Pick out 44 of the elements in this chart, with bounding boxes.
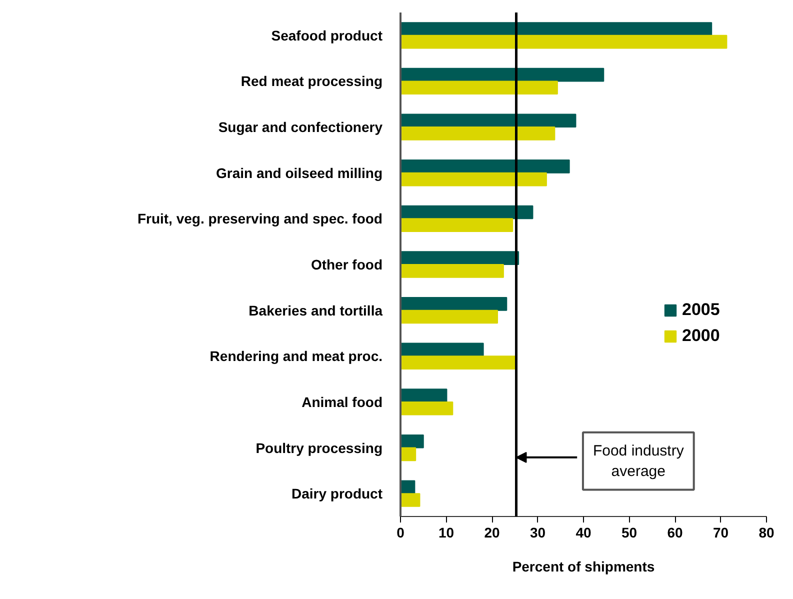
legend-label: 2000 xyxy=(682,326,720,346)
x-axis-title: Percent of shipments xyxy=(512,558,655,574)
bar xyxy=(400,160,570,174)
y-tick-label: Animal food xyxy=(302,394,383,410)
bar xyxy=(400,296,508,311)
y-tick-label: Seafood product xyxy=(271,27,383,44)
bar xyxy=(400,310,498,324)
bar xyxy=(400,80,558,95)
y-tick-label: Rendering and meat proc. xyxy=(210,348,383,364)
x-tick-label: 60 xyxy=(667,524,683,540)
bar xyxy=(400,342,484,357)
bar xyxy=(400,114,576,128)
bar xyxy=(400,251,520,265)
bar xyxy=(400,22,712,36)
y-tick-label: Fruit, veg. preserving and spec. food xyxy=(137,210,383,227)
x-tick-label: 10 xyxy=(438,524,454,540)
bar xyxy=(400,401,454,416)
y-tick-label: Sugar and confectionery xyxy=(218,119,383,136)
bar xyxy=(400,493,420,507)
bar xyxy=(400,172,547,186)
ref-line-label: Food industry average xyxy=(592,442,684,480)
x-tick-label: 30 xyxy=(530,524,546,540)
y-tick-label: Bakeries and tortilla xyxy=(248,302,383,318)
bar xyxy=(400,126,556,140)
y-tick-label: Other food xyxy=(310,256,382,272)
y-tick-label: Poultry processing xyxy=(256,440,383,456)
bar xyxy=(400,34,728,49)
x-tick-label: 40 xyxy=(576,524,592,540)
x-tick-label: 20 xyxy=(484,524,500,540)
x-tick-label: 0 xyxy=(396,524,405,540)
y-tick-label: Grain and oilseed milling xyxy=(216,164,383,181)
x-tick-label: 80 xyxy=(758,524,774,540)
bar xyxy=(400,68,604,82)
legend-label: 2005 xyxy=(682,300,720,320)
x-tick-label: 50 xyxy=(621,524,638,540)
bar xyxy=(400,447,416,462)
x-tick-label: 70 xyxy=(712,524,729,540)
bar xyxy=(400,388,448,402)
y-tick-label: Dairy product xyxy=(291,486,383,502)
bar xyxy=(400,356,516,370)
bar xyxy=(400,264,504,278)
y-tick-label: Red meat processing xyxy=(240,73,383,90)
bar xyxy=(400,218,514,232)
bar xyxy=(400,434,424,448)
